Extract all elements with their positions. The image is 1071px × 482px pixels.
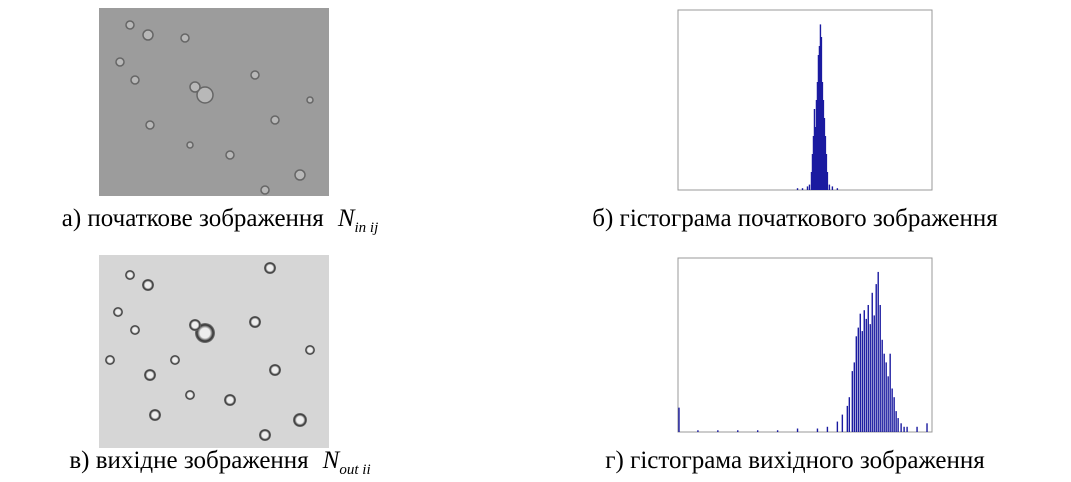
bar: [832, 186, 833, 190]
bar: [837, 188, 838, 190]
bar: [916, 427, 917, 432]
bar: [926, 423, 927, 432]
bar: [860, 314, 861, 432]
subscript: in ij: [355, 220, 379, 236]
symbol: N: [322, 447, 341, 474]
bar: [717, 430, 718, 432]
caption: б) гістограма початкового зображення: [592, 205, 998, 232]
bar: [678, 408, 679, 432]
bar: [864, 310, 865, 432]
caption-text: в) вихідне зображення: [69, 447, 309, 474]
input-image: [99, 8, 329, 196]
bar: [876, 284, 877, 432]
bar: [900, 423, 901, 432]
bar: [878, 272, 879, 432]
bar: [887, 376, 888, 432]
bar: [883, 354, 884, 432]
bar: [862, 331, 863, 432]
bar: [757, 430, 758, 432]
bar: [829, 185, 830, 190]
bar: [842, 415, 843, 432]
bar: [827, 172, 828, 190]
bar: [858, 328, 859, 432]
bar: [880, 305, 881, 432]
bar: [852, 371, 853, 432]
bar: [897, 418, 898, 432]
bar: [881, 340, 882, 432]
bar: [827, 427, 828, 432]
caption-text: а) початкове зображення: [62, 205, 325, 232]
bar: [817, 429, 818, 432]
bar: [854, 362, 855, 432]
bar: [895, 411, 896, 432]
caption: г) гістограма вихідного зображення: [605, 447, 985, 474]
symbol: N: [337, 205, 356, 232]
bar: [885, 362, 886, 432]
subscript: out ii: [339, 462, 370, 477]
bar: [870, 324, 871, 432]
caption: а) початкове зображення Nin ij: [62, 205, 379, 236]
caption: в) вихідне зображення Nout ii: [69, 447, 370, 477]
bar: [868, 305, 869, 432]
bar: [856, 336, 857, 432]
figure: а) початкове зображення Nin ij б) гістогр…: [0, 0, 1071, 477]
bar: [737, 430, 738, 432]
bar: [847, 406, 848, 432]
bar: [893, 397, 894, 432]
bar: [906, 427, 907, 432]
bar: [872, 293, 873, 432]
bar: [809, 185, 810, 190]
bar: [807, 186, 808, 190]
output-image: [99, 255, 329, 448]
bar: [797, 429, 798, 432]
bar: [697, 430, 698, 432]
bar: [891, 389, 892, 433]
bar: [874, 315, 875, 432]
bar: [903, 427, 904, 432]
histogram-frame: [678, 10, 932, 190]
bar: [797, 188, 798, 190]
bar: [866, 319, 867, 432]
bar: [837, 422, 838, 432]
bar: [889, 354, 890, 432]
bar: [777, 430, 778, 432]
bar: [849, 397, 850, 432]
bar: [802, 188, 803, 190]
